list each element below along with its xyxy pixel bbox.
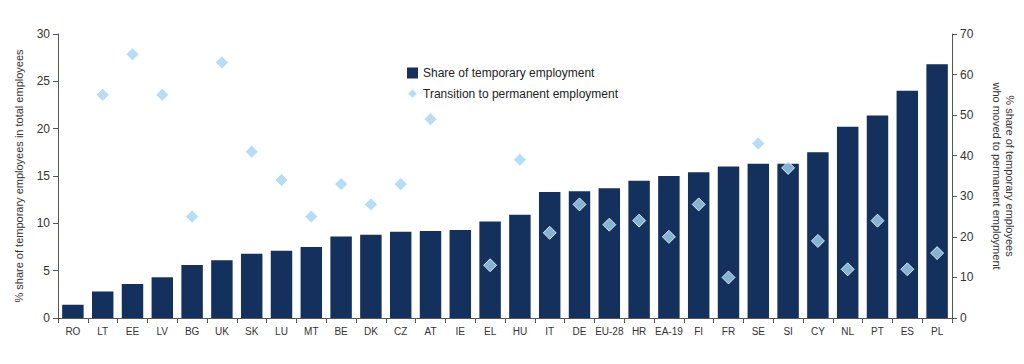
svg-text:HU: HU <box>513 326 527 337</box>
svg-text:PL: PL <box>931 326 944 337</box>
svg-text:30: 30 <box>960 189 974 203</box>
svg-text:10: 10 <box>37 216 51 230</box>
svg-text:PT: PT <box>871 326 884 337</box>
svg-text:DK: DK <box>364 326 378 337</box>
svg-text:EU-28: EU-28 <box>595 326 624 337</box>
svg-text:DE: DE <box>573 326 587 337</box>
svg-text:EE: EE <box>126 326 140 337</box>
svg-text:CY: CY <box>811 326 825 337</box>
svg-text:who moved to permanent employm: who moved to permanent employment <box>991 81 1003 269</box>
svg-text:60: 60 <box>960 68 974 82</box>
svg-text:Share of temporary employment: Share of temporary employment <box>423 66 595 80</box>
svg-text:LU: LU <box>275 326 288 337</box>
svg-text:NL: NL <box>841 326 854 337</box>
svg-text:SE: SE <box>752 326 766 337</box>
svg-text:HR: HR <box>632 326 646 337</box>
svg-text:EL: EL <box>484 326 497 337</box>
svg-text:SI: SI <box>783 326 792 337</box>
svg-text:% share of temporary employees: % share of temporary employees in total … <box>13 49 25 303</box>
svg-text:Transition to permanent employ: Transition to permanent employment <box>423 87 619 101</box>
svg-text:0: 0 <box>43 311 50 325</box>
svg-text:20: 20 <box>960 230 974 244</box>
svg-text:LT: LT <box>97 326 108 337</box>
svg-text:40: 40 <box>960 149 974 163</box>
svg-text:15: 15 <box>37 169 51 183</box>
svg-text:% share of temporary employees: % share of temporary employees <box>1004 95 1016 257</box>
svg-text:UK: UK <box>215 326 229 337</box>
svg-text:IE: IE <box>456 326 466 337</box>
svg-text:10: 10 <box>960 270 974 284</box>
svg-text:AT: AT <box>424 326 436 337</box>
svg-text:70: 70 <box>960 27 974 41</box>
svg-text:SK: SK <box>245 326 259 337</box>
svg-text:IT: IT <box>545 326 554 337</box>
svg-text:ES: ES <box>901 326 915 337</box>
svg-text:50: 50 <box>960 108 974 122</box>
svg-text:25: 25 <box>37 74 51 88</box>
svg-text:BG: BG <box>185 326 200 337</box>
svg-text:LV: LV <box>157 326 169 337</box>
svg-text:FR: FR <box>722 326 735 337</box>
svg-text:EA-19: EA-19 <box>655 326 683 337</box>
svg-text:30: 30 <box>37 27 51 41</box>
svg-text:MT: MT <box>304 326 318 337</box>
svg-text:0: 0 <box>960 311 967 325</box>
svg-text:RO: RO <box>65 326 80 337</box>
svg-text:FI: FI <box>694 326 703 337</box>
svg-text:5: 5 <box>43 264 50 278</box>
svg-text:CZ: CZ <box>394 326 407 337</box>
svg-text:20: 20 <box>37 122 51 136</box>
svg-text:BE: BE <box>334 326 348 337</box>
